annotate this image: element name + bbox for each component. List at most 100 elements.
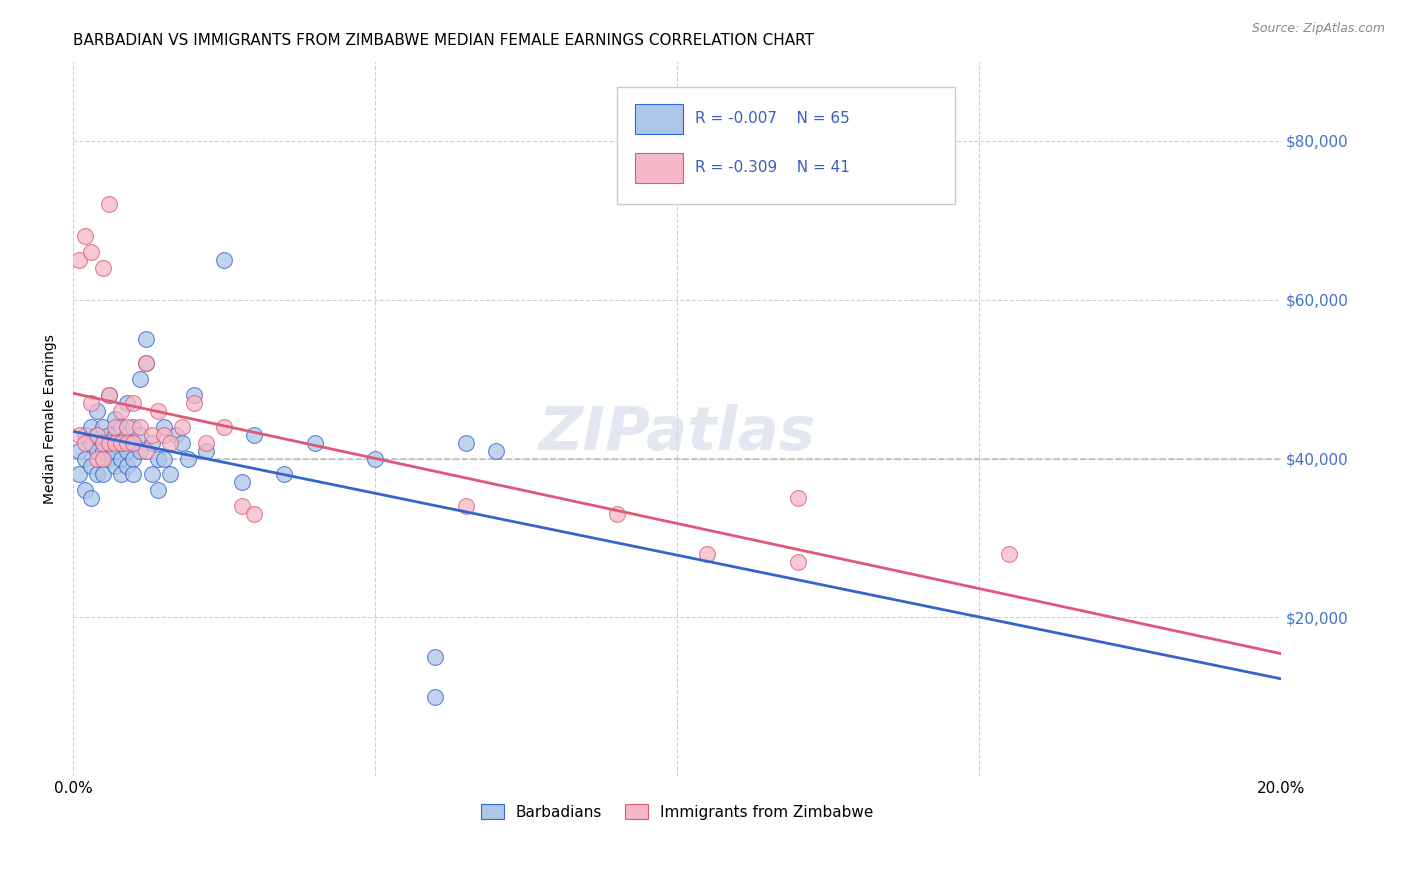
Point bbox=[91, 443, 114, 458]
Point bbox=[86, 404, 108, 418]
Point bbox=[110, 451, 132, 466]
Point bbox=[170, 435, 193, 450]
Point bbox=[170, 419, 193, 434]
Point bbox=[91, 451, 114, 466]
Point bbox=[485, 443, 508, 458]
Point bbox=[128, 419, 150, 434]
Point bbox=[98, 451, 121, 466]
Point bbox=[128, 427, 150, 442]
Point bbox=[117, 427, 139, 442]
Point bbox=[104, 443, 127, 458]
Point bbox=[110, 467, 132, 482]
Point bbox=[231, 475, 253, 490]
Point bbox=[212, 253, 235, 268]
Point bbox=[194, 443, 217, 458]
Point bbox=[104, 419, 127, 434]
Point bbox=[183, 396, 205, 410]
Point bbox=[117, 396, 139, 410]
Text: BARBADIAN VS IMMIGRANTS FROM ZIMBABWE MEDIAN FEMALE EARNINGS CORRELATION CHART: BARBADIAN VS IMMIGRANTS FROM ZIMBABWE ME… bbox=[73, 33, 814, 48]
Point bbox=[75, 435, 97, 450]
Point bbox=[128, 443, 150, 458]
FancyBboxPatch shape bbox=[617, 87, 955, 204]
Point bbox=[165, 427, 187, 442]
Text: R = -0.309    N = 41: R = -0.309 N = 41 bbox=[695, 160, 851, 175]
Point bbox=[86, 427, 108, 442]
Point bbox=[67, 253, 90, 268]
Point bbox=[98, 435, 121, 450]
Point bbox=[159, 435, 181, 450]
Point bbox=[117, 435, 139, 450]
Point bbox=[91, 435, 114, 450]
Point bbox=[104, 412, 127, 426]
Point bbox=[110, 404, 132, 418]
Text: R = -0.007    N = 65: R = -0.007 N = 65 bbox=[695, 112, 851, 126]
Point bbox=[146, 451, 169, 466]
Point bbox=[135, 356, 157, 370]
Point bbox=[117, 419, 139, 434]
Point bbox=[243, 507, 266, 521]
Legend: Barbadians, Immigrants from Zimbabwe: Barbadians, Immigrants from Zimbabwe bbox=[474, 797, 880, 826]
Point bbox=[786, 491, 808, 506]
Point bbox=[183, 388, 205, 402]
Point bbox=[80, 245, 103, 260]
Point bbox=[80, 459, 103, 474]
Point bbox=[75, 229, 97, 244]
Point bbox=[75, 451, 97, 466]
Point bbox=[696, 547, 718, 561]
Point bbox=[159, 467, 181, 482]
Point bbox=[146, 404, 169, 418]
Point bbox=[122, 435, 145, 450]
Point bbox=[75, 427, 97, 442]
Point bbox=[91, 419, 114, 434]
Point bbox=[425, 690, 447, 704]
Point bbox=[194, 435, 217, 450]
Point bbox=[364, 451, 387, 466]
Point bbox=[91, 260, 114, 275]
Point bbox=[454, 499, 477, 513]
Point bbox=[110, 435, 132, 450]
Point bbox=[98, 197, 121, 211]
Text: ZIPatlas: ZIPatlas bbox=[538, 404, 815, 463]
Point bbox=[141, 467, 163, 482]
Point bbox=[606, 507, 628, 521]
Point bbox=[80, 419, 103, 434]
Point bbox=[212, 419, 235, 434]
Point bbox=[425, 650, 447, 665]
Point bbox=[122, 435, 145, 450]
Point bbox=[152, 419, 174, 434]
Point bbox=[128, 372, 150, 386]
Point bbox=[117, 443, 139, 458]
Point bbox=[998, 547, 1021, 561]
Point bbox=[122, 467, 145, 482]
Point bbox=[122, 419, 145, 434]
Point bbox=[110, 419, 132, 434]
Point bbox=[104, 459, 127, 474]
Point bbox=[80, 491, 103, 506]
Point bbox=[141, 435, 163, 450]
Point bbox=[75, 483, 97, 498]
Point bbox=[135, 443, 157, 458]
Point bbox=[98, 427, 121, 442]
Point bbox=[110, 435, 132, 450]
Point bbox=[243, 427, 266, 442]
Point bbox=[152, 427, 174, 442]
Point bbox=[91, 435, 114, 450]
Point bbox=[91, 451, 114, 466]
Point bbox=[104, 435, 127, 450]
Point bbox=[122, 396, 145, 410]
Point bbox=[146, 483, 169, 498]
Point bbox=[141, 427, 163, 442]
Point bbox=[273, 467, 295, 482]
Point bbox=[117, 459, 139, 474]
Point bbox=[98, 435, 121, 450]
FancyBboxPatch shape bbox=[634, 153, 683, 183]
Point bbox=[86, 451, 108, 466]
Point bbox=[122, 451, 145, 466]
Point bbox=[67, 443, 90, 458]
Point bbox=[80, 396, 103, 410]
Point bbox=[135, 356, 157, 370]
Text: Source: ZipAtlas.com: Source: ZipAtlas.com bbox=[1251, 22, 1385, 36]
Point bbox=[67, 427, 90, 442]
Point bbox=[152, 451, 174, 466]
Point bbox=[454, 435, 477, 450]
